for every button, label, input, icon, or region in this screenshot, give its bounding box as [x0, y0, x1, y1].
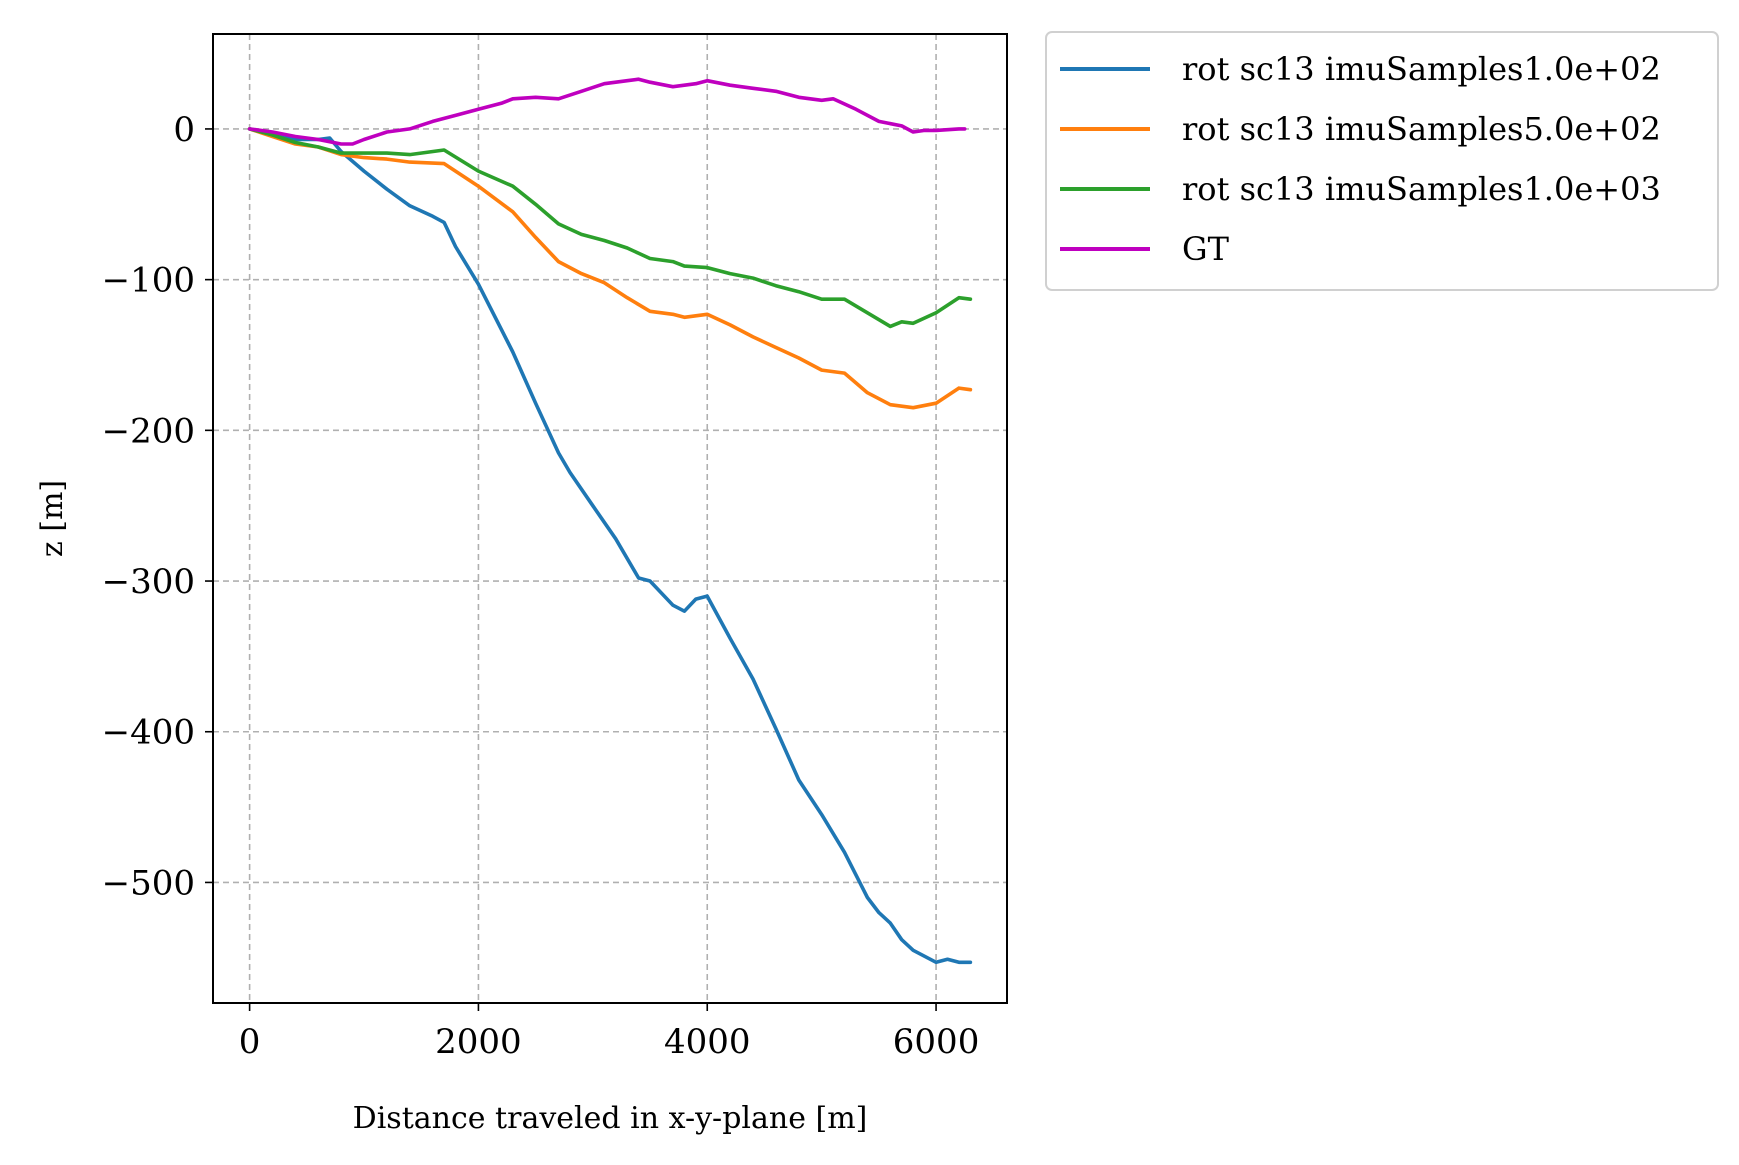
- y-tick-label: −300: [102, 562, 195, 602]
- legend-entry: rot sc13 imuSamples5.0e+02: [1182, 110, 1661, 148]
- x-tick-label: 2000: [435, 1022, 522, 1062]
- y-axis-label: z [m]: [35, 480, 70, 557]
- legend-entry: GT: [1182, 230, 1230, 268]
- series-lines: [247, 77, 973, 965]
- x-tick-label: 6000: [893, 1022, 980, 1062]
- plot-frame: [212, 33, 1008, 1004]
- series-line-3: [247, 127, 973, 329]
- x-tick-label: 4000: [664, 1022, 751, 1062]
- y-tick-label: −200: [102, 411, 195, 451]
- legend: rot sc13 imuSamples1.0e+02 rot sc13 imuSa…: [1045, 31, 1719, 291]
- series-line-2: [247, 127, 973, 410]
- y-tick-label: −100: [102, 261, 195, 301]
- legend-box: [1045, 31, 1719, 291]
- y-tick-label: −500: [102, 863, 195, 903]
- series-line-4: [247, 77, 967, 146]
- axis-ticks: 0 2000 4000 6000 0 −100 −200 −300 −400 −500: [102, 110, 980, 1062]
- series-line-1: [247, 127, 973, 965]
- legend-entry: rot sc13 imuSamples1.0e+03: [1182, 170, 1661, 208]
- grid-lines: [213, 34, 1007, 1003]
- x-axis-label: Distance traveled in x-y-plane [m]: [353, 1101, 868, 1136]
- legend-entry: rot sc13 imuSamples1.0e+02: [1182, 50, 1661, 88]
- y-tick-label: −400: [102, 713, 195, 753]
- y-tick-label: 0: [173, 110, 195, 150]
- x-tick-label: 0: [239, 1022, 261, 1062]
